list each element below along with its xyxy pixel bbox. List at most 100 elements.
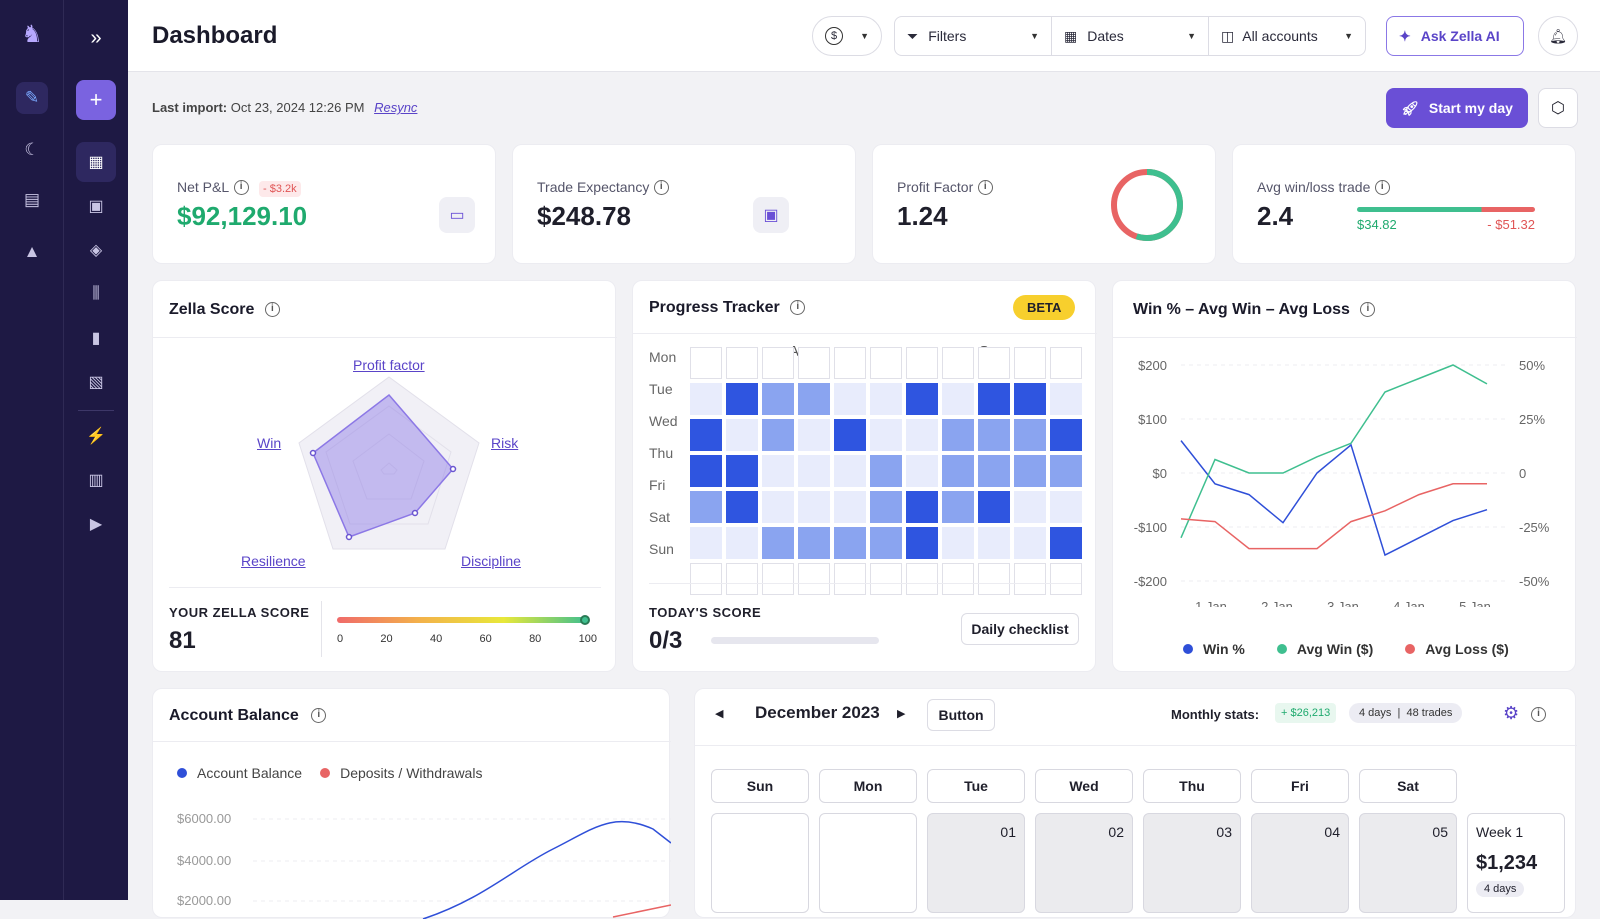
heatmap-cell[interactable] (942, 491, 974, 523)
heatmap-cell[interactable] (762, 527, 794, 559)
heatmap-cell[interactable] (870, 347, 902, 379)
heatmap-cell[interactable] (906, 455, 938, 487)
lightning-icon[interactable]: ⚡ (86, 428, 106, 445)
heatmap-cell[interactable] (978, 347, 1010, 379)
heatmap-cell[interactable] (834, 347, 866, 379)
heatmap-cell[interactable] (1014, 491, 1046, 523)
heatmap-cell[interactable] (690, 455, 722, 487)
edit-icon[interactable]: ✎ (16, 82, 48, 114)
calendar-day[interactable]: 04 (1251, 813, 1349, 913)
heatmap-cell[interactable] (870, 563, 902, 595)
heatmap-cell[interactable] (762, 347, 794, 379)
cards-icon[interactable]: ▤ (23, 190, 41, 209)
heatmap-cell[interactable] (942, 527, 974, 559)
resync-link[interactable]: Resync (374, 100, 418, 115)
heatmap-cell[interactable] (870, 455, 902, 487)
info-icon[interactable]: i (790, 300, 806, 316)
heatmap-cell[interactable] (870, 527, 902, 559)
heatmap-cell[interactable] (1050, 527, 1082, 559)
moon-icon[interactable]: ☾ (24, 140, 40, 159)
heatmap-cell[interactable] (834, 383, 866, 415)
info-icon[interactable]: i (233, 180, 249, 196)
gear-icon[interactable]: ⚙ (1503, 703, 1520, 723)
heatmap-cell[interactable] (1014, 383, 1046, 415)
heatmap-cell[interactable] (798, 347, 830, 379)
heatmap-cell[interactable] (978, 491, 1010, 523)
info-icon[interactable]: i (977, 180, 993, 196)
heatmap-cell[interactable] (762, 491, 794, 523)
heatmap-cell[interactable] (1014, 419, 1046, 451)
calendar-day[interactable] (711, 813, 809, 913)
heatmap-cell[interactable] (726, 491, 758, 523)
heatmap-cell[interactable] (726, 455, 758, 487)
heatmap-cell[interactable] (762, 383, 794, 415)
calendar-button[interactable]: Button (927, 699, 995, 731)
heatmap-cell[interactable] (762, 419, 794, 451)
calendar-day[interactable]: 01 (927, 813, 1025, 913)
heatmap-cell[interactable] (906, 563, 938, 595)
axis-resilience[interactable]: Resilience (241, 553, 306, 569)
heatmap-cell[interactable] (690, 347, 722, 379)
chart-icon[interactable]: ▥ (88, 472, 104, 489)
logo-icon[interactable]: ♞ (21, 20, 43, 48)
heatmap-cell[interactable] (1050, 419, 1082, 451)
axis-profit-factor[interactable]: Profit factor (353, 357, 425, 373)
heatmap-cell[interactable] (906, 383, 938, 415)
briefcase-icon[interactable]: ▭ (439, 197, 475, 233)
heatmap-cell[interactable] (726, 563, 758, 595)
filters-select[interactable]: ⏷ Filters ▼ (894, 16, 1052, 56)
heatmap-cell[interactable] (942, 455, 974, 487)
heatmap-cell[interactable] (726, 419, 758, 451)
heatmap-cell[interactable] (1014, 347, 1046, 379)
heatmap-cell[interactable] (1014, 527, 1046, 559)
heatmap-cell[interactable] (978, 527, 1010, 559)
dates-select[interactable]: ▦ Dates ▼ (1051, 16, 1209, 56)
reports-icon[interactable]: ▣ (88, 198, 104, 215)
heatmap-cell[interactable] (690, 383, 722, 415)
heatmap-cell[interactable] (1050, 383, 1082, 415)
next-month-icon[interactable]: ▶ (897, 708, 906, 720)
info-icon[interactable]: i (1360, 302, 1376, 318)
heatmap-cell[interactable] (906, 527, 938, 559)
heatmap-cell[interactable] (870, 383, 902, 415)
calendar-day[interactable] (819, 813, 917, 913)
add-button[interactable]: + (76, 80, 116, 120)
heatmap-cell[interactable] (1050, 347, 1082, 379)
heatmap-cell[interactable] (942, 347, 974, 379)
heatmap-cell[interactable] (834, 455, 866, 487)
prev-month-icon[interactable]: ◀ (715, 708, 724, 720)
heatmap-cell[interactable] (726, 527, 758, 559)
calendar-day[interactable]: 03 (1143, 813, 1241, 913)
axis-discipline[interactable]: Discipline (461, 553, 521, 569)
dashboard-icon[interactable]: ▦ (76, 142, 116, 182)
heatmap-cell[interactable] (798, 455, 830, 487)
heatmap-cell[interactable] (762, 563, 794, 595)
bell-icon[interactable]: 🔔︎ (1538, 16, 1578, 56)
heatmap-cell[interactable] (978, 419, 1010, 451)
heatmap-cell[interactable] (942, 563, 974, 595)
heatmap-cell[interactable] (978, 383, 1010, 415)
heatmap-cell[interactable] (906, 491, 938, 523)
heatmap-cell[interactable] (798, 383, 830, 415)
heatmap-cell[interactable] (798, 419, 830, 451)
heatmap-cell[interactable] (906, 419, 938, 451)
heatmap-cell[interactable] (942, 383, 974, 415)
heatmap-cell[interactable] (834, 491, 866, 523)
info-icon[interactable]: i (1374, 180, 1390, 196)
heatmap-cell[interactable] (1050, 491, 1082, 523)
heatmap-cell[interactable] (726, 383, 758, 415)
heatmap-cell[interactable] (834, 419, 866, 451)
expand-icon[interactable]: » (90, 26, 102, 49)
heatmap-cell[interactable] (726, 347, 758, 379)
heatmap-cell[interactable] (762, 455, 794, 487)
heatmap-cell[interactable] (834, 563, 866, 595)
notebook-icon[interactable]: ◈ (89, 242, 103, 259)
heatmap-cell[interactable] (1014, 455, 1046, 487)
heatmap-cell[interactable] (798, 491, 830, 523)
start-my-day-button[interactable]: 🚀︎ Start my day (1386, 88, 1528, 128)
heatmap-cell[interactable] (1014, 563, 1046, 595)
heatmap-cell[interactable] (942, 419, 974, 451)
graduation-icon[interactable]: ▲ (23, 242, 41, 261)
heatmap-cell[interactable] (690, 563, 722, 595)
heatmap-cell[interactable] (1050, 563, 1082, 595)
